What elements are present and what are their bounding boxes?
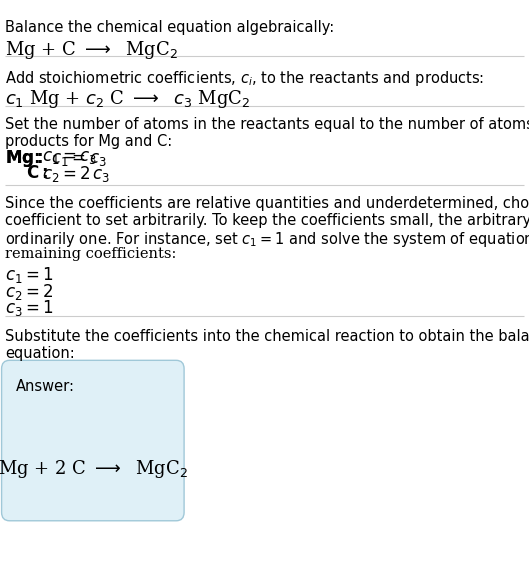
Text: Substitute the coefficients into the chemical reaction to obtain the balanced: Substitute the coefficients into the che… bbox=[5, 329, 529, 345]
Text: $c_2 = 2$: $c_2 = 2$ bbox=[5, 282, 54, 302]
Text: Mg:  $c_1 = c_3$: Mg: $c_1 = c_3$ bbox=[5, 148, 107, 168]
Text: $c_1 = c_3$: $c_1 = c_3$ bbox=[42, 148, 97, 166]
Text: Balance the chemical equation algebraically:: Balance the chemical equation algebraica… bbox=[5, 20, 334, 35]
Text: remaining coefficients:: remaining coefficients: bbox=[5, 247, 177, 261]
Text: ordinarily one. For instance, set $c_1 = 1$ and solve the system of equations fo: ordinarily one. For instance, set $c_1 =… bbox=[5, 230, 529, 249]
Text: $c_1 = 1$: $c_1 = 1$ bbox=[5, 265, 54, 285]
FancyBboxPatch shape bbox=[2, 360, 184, 521]
Text: products for Mg and C:: products for Mg and C: bbox=[5, 134, 172, 149]
Text: equation:: equation: bbox=[5, 346, 75, 361]
Text: Answer:: Answer: bbox=[16, 379, 75, 394]
Text: $c_2 = 2\,c_3$: $c_2 = 2\,c_3$ bbox=[42, 164, 111, 185]
Text: $c_1$ Mg + $c_2$ C $\longrightarrow$  $c_3$ MgC$_2$: $c_1$ Mg + $c_2$ C $\longrightarrow$ $c_… bbox=[5, 88, 251, 110]
Text: $c_3 = 1$: $c_3 = 1$ bbox=[5, 298, 54, 319]
Text: Mg + C $\longrightarrow$  MgC$_2$: Mg + C $\longrightarrow$ MgC$_2$ bbox=[5, 39, 178, 61]
Text: Since the coefficients are relative quantities and underdetermined, choose a: Since the coefficients are relative quan… bbox=[5, 196, 529, 211]
Text: Mg + 2 C $\longrightarrow$  MgC$_2$: Mg + 2 C $\longrightarrow$ MgC$_2$ bbox=[0, 458, 188, 480]
Text: $\mathbf{C{:}}$: $\mathbf{C{:}}$ bbox=[26, 164, 49, 182]
Text: Set the number of atoms in the reactants equal to the number of atoms in the: Set the number of atoms in the reactants… bbox=[5, 117, 529, 132]
Text: $\mathbf{Mg{:}}$: $\mathbf{Mg{:}}$ bbox=[5, 148, 44, 168]
Text: Add stoichiometric coefficients, $c_i$, to the reactants and products:: Add stoichiometric coefficients, $c_i$, … bbox=[5, 69, 485, 88]
Text: coefficient to set arbitrarily. To keep the coefficients small, the arbitrary va: coefficient to set arbitrarily. To keep … bbox=[5, 213, 529, 228]
